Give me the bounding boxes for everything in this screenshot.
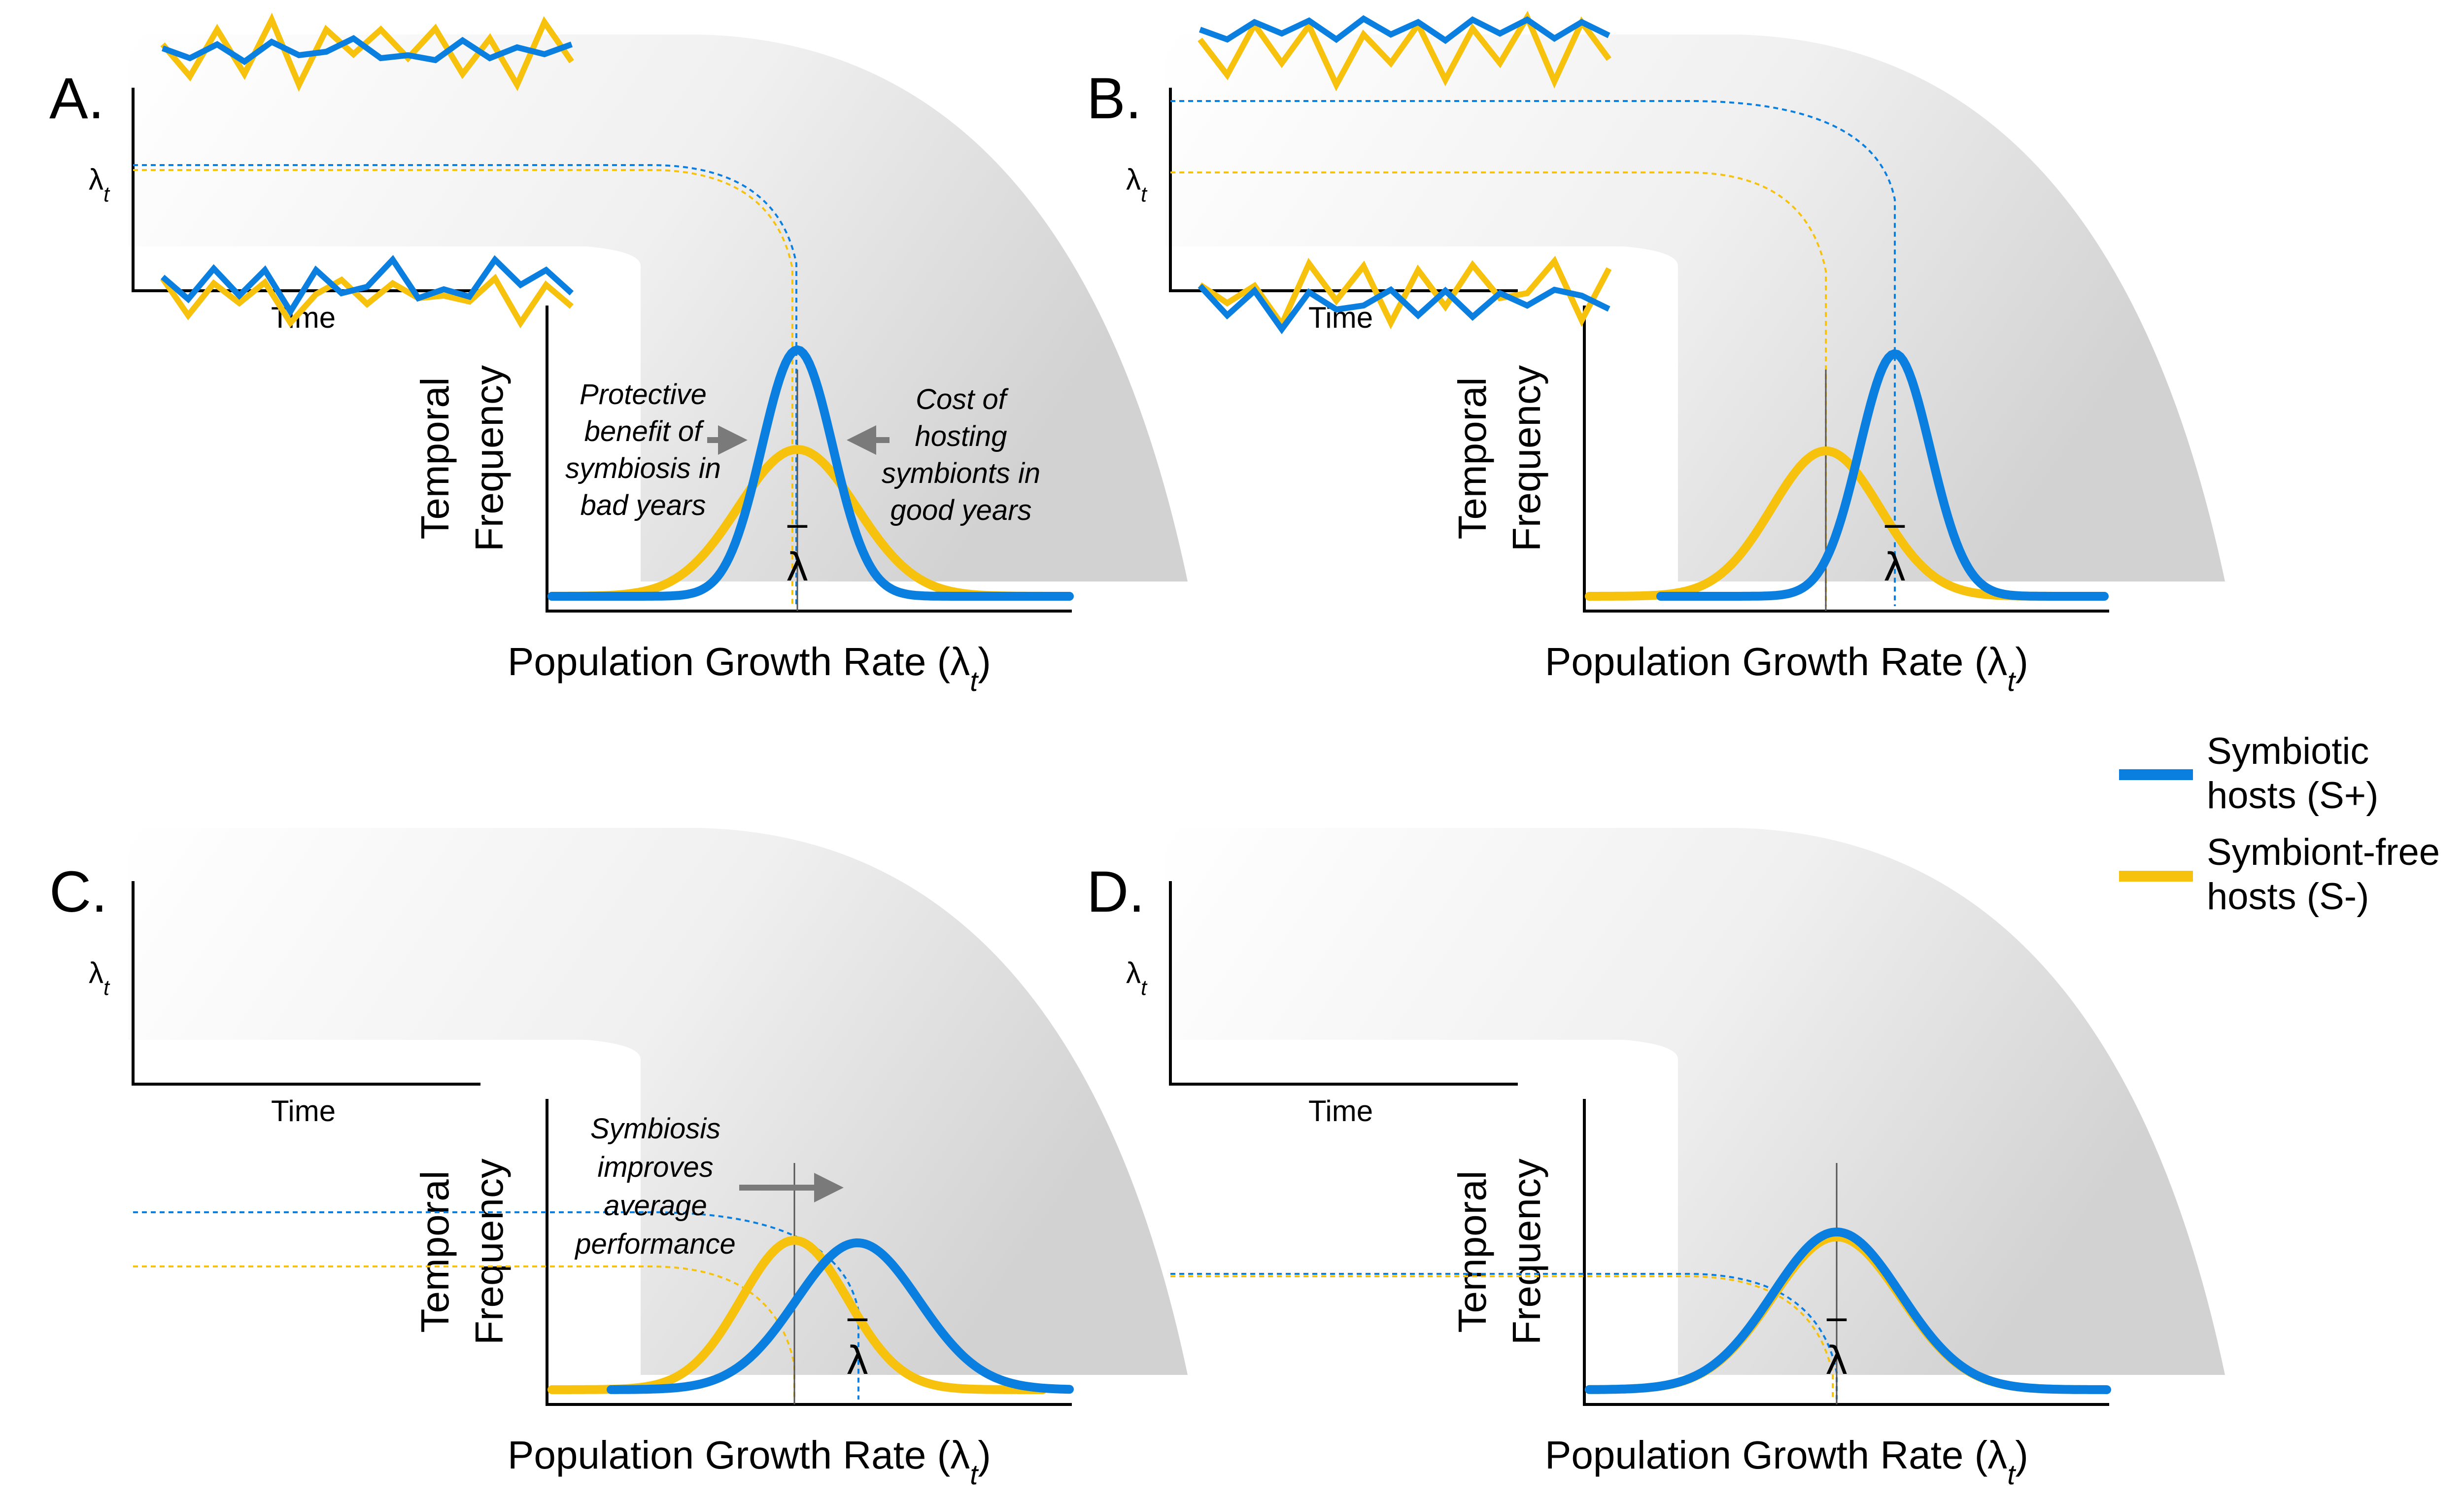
lambda-bar-overline: ‾ xyxy=(1885,519,1905,564)
temporal-frequency-label-2: Frequency xyxy=(1505,365,1548,551)
symbiotic-distribution xyxy=(548,345,1074,601)
symbiotic-timeseries xyxy=(161,35,573,66)
symbiotic-mean-guide xyxy=(1170,1273,1838,1400)
symbiotic-distribution xyxy=(607,1238,1074,1394)
symbiotic-mean-guide xyxy=(133,164,797,606)
symbiotic-timeseries xyxy=(1198,283,1610,335)
symbiotic-distribution xyxy=(1656,349,2109,601)
lambda-t-label: λt xyxy=(1126,163,1148,206)
annotation-protective-benefit: Protective xyxy=(580,378,707,410)
annotation-cost-of-hosting: hosting xyxy=(915,420,1007,452)
symbiotic-timeseries xyxy=(161,255,574,317)
temporal-frequency-label-2: Frequency xyxy=(467,1159,511,1345)
legend-symbiotic-line2: hosts (S+) xyxy=(2207,775,2378,817)
annotation-improves-average: improves xyxy=(597,1151,713,1183)
annotation-improves-average: Symbiosis xyxy=(590,1113,720,1145)
annotation-improves-average: performance xyxy=(574,1228,736,1260)
legend-symbiont-free-line2: hosts (S-) xyxy=(2207,876,2369,918)
annotation-cost-of-hosting: symbionts in xyxy=(882,457,1040,489)
annotation-protective-benefit: symbiosis in xyxy=(565,452,721,484)
lambda-bar-label: λ xyxy=(1825,1339,1848,1383)
lambda-t-label: λt xyxy=(89,163,110,206)
temporal-frequency-label-1: Temporal xyxy=(1450,1170,1494,1333)
symbiotic-mean-guide xyxy=(1170,100,1896,606)
temporal-frequency-label-2: Frequency xyxy=(1505,1159,1548,1345)
annotation-cost-of-hosting: Cost of xyxy=(916,383,1009,415)
lambda-bar-overline: ‾ xyxy=(848,1313,868,1357)
lambda-t-label: λt xyxy=(89,957,110,1000)
legend-symbiotic-line1: Symbiotic xyxy=(2207,730,2369,772)
annotation-protective-benefit: benefit of xyxy=(584,415,705,447)
symbiont-free-mean-guide xyxy=(1170,171,1827,606)
lambda-bar-overline: ‾ xyxy=(1827,1313,1847,1357)
annotation-protective-benefit: bad years xyxy=(581,489,706,521)
legend-symbiont-free-line1: Symbiont-free xyxy=(2207,831,2440,873)
symbiont-free-mean-guide xyxy=(133,169,793,606)
symbiont-free-timeseries xyxy=(160,273,574,329)
time-label: Time xyxy=(1308,1094,1373,1128)
symbiont-free-mean-guide xyxy=(1170,1275,1834,1400)
panel-letter: B. xyxy=(1087,66,1142,131)
panel-letter: C. xyxy=(49,859,107,924)
panel-letter: D. xyxy=(1087,859,1145,924)
symbiotic-distribution xyxy=(1585,1227,2111,1394)
population-growth-rate-label: Population Growth Rate (λt) xyxy=(1545,1433,2028,1491)
time-label: Time xyxy=(271,1094,336,1128)
lambda-bar-label: λ xyxy=(1883,546,1906,590)
temporal-frequency-label-1: Temporal xyxy=(413,377,457,539)
population-growth-rate-label: Population Growth Rate (λt) xyxy=(508,1433,991,1491)
symbiont-free-mean-guide xyxy=(133,1265,795,1400)
lambda-bar-overline: ‾ xyxy=(787,519,808,564)
lambda-t-label: λt xyxy=(1126,957,1148,1000)
lambda-bar-label: λ xyxy=(846,1339,869,1383)
panel-letter: A. xyxy=(49,66,104,131)
annotation-improves-average: average xyxy=(604,1190,707,1222)
symbiont-free-timeseries xyxy=(1198,10,1611,92)
panel-d: D. λt Time Temporal Frequency Population Grow… xyxy=(1087,255,2225,1491)
population-growth-rate-label: Population Growth Rate (λt) xyxy=(508,640,991,697)
annotation-cost-of-hosting: good years xyxy=(890,494,1032,526)
lambda-bar-label: λ xyxy=(786,546,809,590)
symbiotic-timeseries xyxy=(1198,15,1610,44)
legend: Symbiotic hosts (S+) Symbiont-free hosts… xyxy=(2119,730,2440,918)
temporal-frequency-label-1: Temporal xyxy=(1450,377,1494,539)
temporal-frequency-label-1: Temporal xyxy=(413,1170,457,1333)
population-growth-rate-label: Population Growth Rate (λt) xyxy=(1545,640,2028,697)
temporal-frequency-label-2: Frequency xyxy=(467,365,511,551)
